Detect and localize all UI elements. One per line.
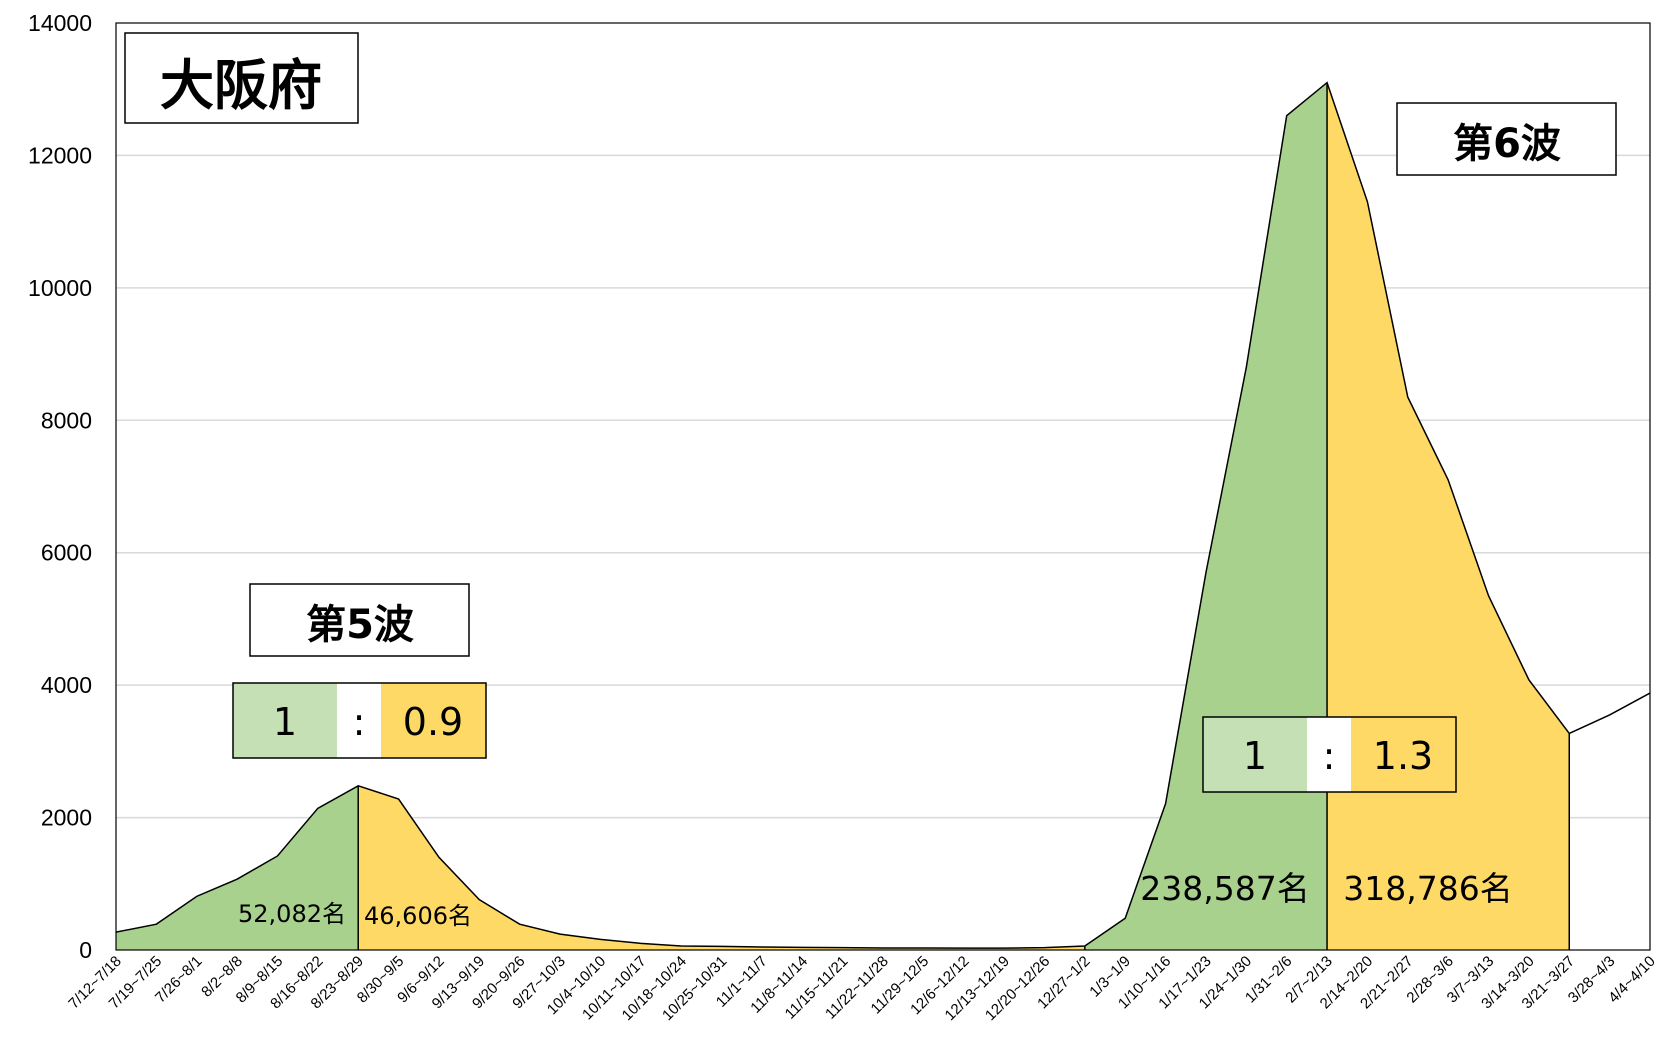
- y-tick-label: 10000: [28, 275, 92, 301]
- wave6-ratio-right: 1.3: [1373, 734, 1433, 778]
- wave5-ratio-box: 1 : 0.9: [232, 682, 487, 759]
- area-series: [116, 82, 1570, 951]
- title-box: 大阪府: [124, 32, 359, 124]
- wave6-ratio-left: 1: [1243, 734, 1267, 778]
- wave5-ratio-right: 0.9: [403, 700, 463, 744]
- y-tick-label: 6000: [41, 540, 92, 566]
- y-tick-label: 8000: [41, 407, 92, 433]
- wave6-after-total: 318,786名: [1343, 869, 1512, 908]
- y-tick-label: 0: [79, 937, 92, 963]
- wave5-ratio-sep: :: [353, 700, 366, 744]
- wave6-ratio-box: 1 : 1.3: [1202, 716, 1457, 793]
- y-tick-label: 2000: [41, 805, 92, 831]
- area-segment: [1084, 82, 1328, 951]
- wave6-label-box: 第6波: [1396, 102, 1617, 176]
- chart-title: 大阪府: [160, 54, 322, 117]
- wave5-label: 第5波: [306, 602, 414, 648]
- wave6-ratio-sep: :: [1323, 734, 1336, 778]
- wave5-before-total: 52,082名: [238, 900, 346, 928]
- y-axis-ticks: 0 2000 4000 6000 8000 10000 12000 14000: [28, 10, 92, 963]
- area-segment: [1327, 82, 1570, 951]
- x-axis-ticks: 7/12~7/187/19~7/257/26~8/18/2~8/88/9~8/1…: [65, 953, 1654, 1024]
- wave5-label-box: 第5波: [249, 583, 470, 657]
- plot-frame: [115, 22, 1651, 951]
- wave-dividers: [357, 82, 1571, 950]
- y-tick-label: 4000: [41, 672, 92, 698]
- wave6-label: 第6波: [1453, 121, 1561, 167]
- y-tick-label: 14000: [28, 10, 92, 36]
- y-tick-label: 12000: [28, 142, 92, 168]
- series-outline: [115, 81, 1651, 949]
- wave5-ratio-left: 1: [273, 700, 297, 744]
- wave6-before-total: 238,587名: [1140, 869, 1309, 908]
- area-segment: [116, 785, 359, 950]
- wave5-after-total: 46,606名: [364, 902, 472, 930]
